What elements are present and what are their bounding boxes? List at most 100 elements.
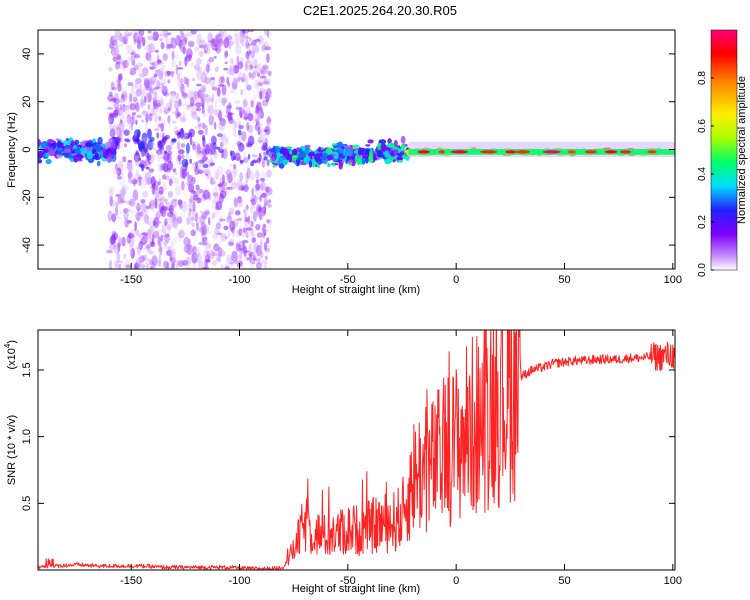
spectrogram-cell: [144, 253, 148, 264]
spectrogram-cell: [148, 54, 153, 64]
spectrogram-cell: [191, 263, 196, 269]
spectrogram-cell: [119, 33, 124, 43]
spectrogram-cell: [144, 214, 150, 224]
spectrogram-cell: [237, 157, 242, 162]
spectrogram-cell: [199, 226, 204, 234]
spectrogram-cell: [229, 220, 236, 232]
spectrogram-cell: [243, 116, 249, 120]
spectrogram-cell: [147, 179, 152, 185]
spectrogram-cell: [202, 242, 208, 246]
spectrogram-cell: [132, 189, 139, 201]
spectrogram-cell: [147, 230, 152, 241]
spectrogram-cell: [159, 38, 164, 42]
spectrogram-cell: [216, 165, 223, 176]
spectrogram-cell: [180, 207, 186, 219]
spectrogram-cell: [123, 253, 127, 260]
spectrogram-peak: [542, 150, 561, 154]
spectrogram-cell: [199, 220, 204, 228]
spectrogram-cell: [128, 31, 132, 37]
spectrogram-cell: [170, 266, 175, 269]
spectrogram-peak: [567, 150, 576, 154]
spectrogram-cell: [201, 96, 205, 108]
spectrogram-cell: [211, 197, 215, 209]
spectrogram-cell: [57, 147, 63, 151]
spectrogram-cell: [201, 122, 206, 130]
spectrogram-cell: [236, 254, 243, 265]
spectrogram-cell: [251, 160, 258, 164]
spectrogram-cell: [257, 264, 263, 268]
spectrogram-cell: [243, 184, 249, 193]
spectrogram-cell: [139, 140, 145, 152]
spectrogram-cell: [255, 258, 258, 262]
spectrogram-cell: [250, 261, 256, 264]
spectrogram-cell: [184, 189, 188, 201]
spectrogram-cell: [121, 88, 128, 94]
spectrogram-cell: [185, 104, 191, 111]
spectrogram-cell: [149, 217, 155, 227]
spectrogram-cell: [171, 50, 175, 61]
spectrogram-cell: [182, 111, 185, 122]
spectrogram-cell: [231, 228, 235, 239]
spectrogram-cell: [268, 199, 272, 204]
spectrogram-cell: [117, 176, 122, 180]
spectrogram-cell: [174, 92, 180, 100]
spectrogram-cell: [131, 84, 135, 94]
spectrogram-cell: [400, 135, 406, 144]
spectrogram-cell: [236, 183, 241, 186]
spectrogram-cell: [150, 80, 155, 86]
spectrogram-cell: [260, 193, 267, 198]
spectrogram-cell: [249, 64, 253, 70]
spectrogram-cell: [180, 77, 183, 85]
spectrogram-cell: [247, 112, 254, 122]
spectrogram-cell: [152, 263, 156, 269]
spectrogram-cell: [249, 37, 252, 41]
spectrogram-cell: [185, 78, 190, 85]
spectrogram-cell: [126, 139, 131, 143]
spectrogram-cell: [264, 46, 272, 51]
spectrogram-cell: [152, 92, 159, 101]
spectrogram-cell: [228, 125, 235, 129]
spectrogram-cell: [249, 206, 254, 214]
spectrogram-cell: [150, 265, 153, 269]
spectrogram-cell: [112, 140, 117, 150]
spectrogram-cell: [200, 72, 207, 84]
spectrogram-cell: [140, 70, 147, 76]
spectrogram-cell: [265, 186, 270, 193]
spectrogram-cell: [196, 45, 200, 51]
spectrogram-cell: [147, 30, 152, 34]
spectrogram-cell: [247, 170, 251, 176]
spectrogram-cell: [253, 45, 260, 55]
spectrogram-cell: [160, 30, 167, 38]
spectrogram-cell: [215, 146, 221, 150]
spectrogram-cell: [106, 249, 113, 254]
colorbar-gradient: [710, 29, 738, 271]
spectrogram-cell: [153, 128, 160, 131]
spectrogram-cell: [173, 198, 177, 202]
spectrogram-cell: [258, 135, 264, 142]
spectrogram-cell: [170, 241, 175, 250]
spectrogram-cell: [170, 37, 176, 41]
spectrogram-cell: [215, 33, 223, 45]
spectrogram-cell: [264, 125, 271, 136]
spectrogram-cell: [203, 259, 209, 268]
spectrogram-cell: [137, 176, 143, 180]
spectrogram-cell: [117, 260, 123, 264]
spectrogram-cell: [220, 263, 224, 269]
spectrogram-cell: [38, 139, 41, 147]
spectrogram-cell: [261, 192, 268, 199]
spectrogram-cell: [195, 253, 202, 263]
spectrogram-cell: [244, 221, 251, 229]
spectrogram-cell: [255, 124, 260, 132]
spectrogram-cell: [212, 233, 219, 240]
spectrogram-cell: [282, 159, 289, 166]
spectrogram-cell: [148, 92, 152, 103]
spectrogram-cell: [186, 82, 190, 88]
spectrogram-cell: [160, 96, 164, 107]
spectrogram-cell: [260, 47, 266, 53]
spectrogram-cell: [207, 104, 214, 116]
spectrogram-cell: [132, 177, 137, 187]
spectrogram-cell: [166, 101, 173, 112]
spectrogram-cell: [116, 61, 120, 65]
spectrogram-cell: [167, 121, 171, 128]
